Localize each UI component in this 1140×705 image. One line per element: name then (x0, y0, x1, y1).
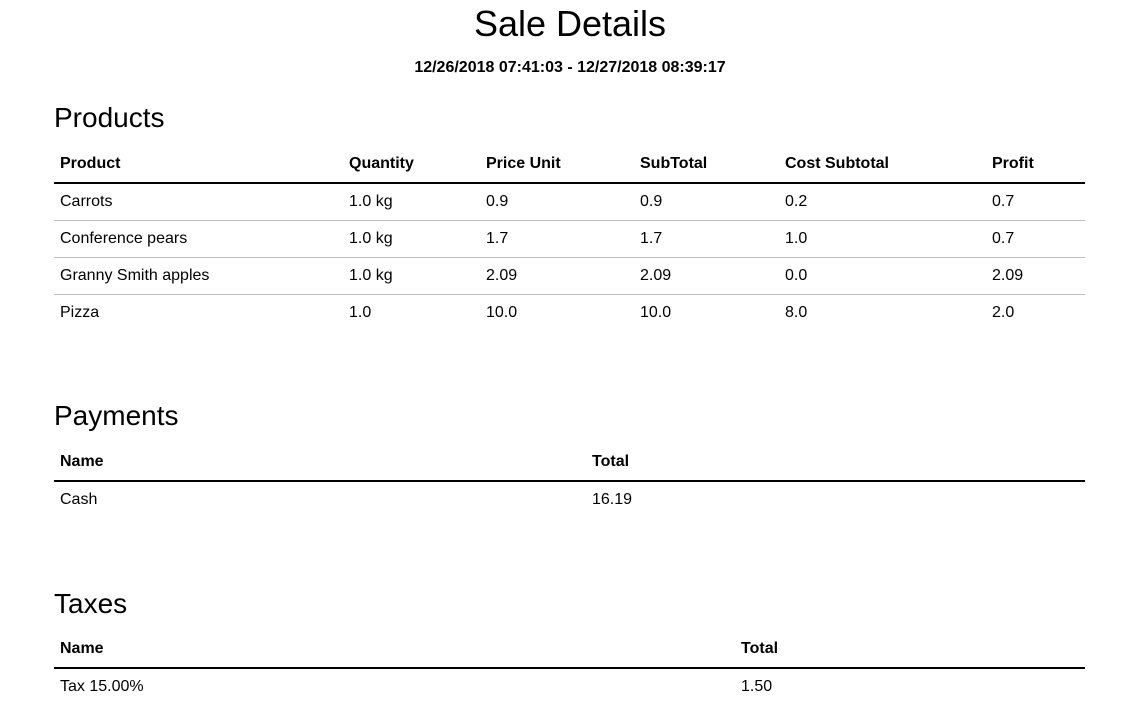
table-header-row: Product Quantity Price Unit SubTotal Cos… (54, 146, 1085, 184)
column-header-price-unit: Price Unit (480, 146, 634, 184)
tax-total-cell: 1.50 (741, 678, 773, 695)
product-name-cell: Pizza (60, 304, 100, 321)
subtotal-cell: 2.09 (634, 257, 779, 295)
column-header-profit: Profit (986, 146, 1085, 184)
quantity-cell: 1.0 (349, 304, 372, 321)
cost-subtotal-cell: 0.2 (779, 183, 986, 221)
column-header-name: Name (54, 444, 586, 482)
subtotal-cell: 1.7 (634, 220, 779, 258)
taxes-table: Name Total Tax 15.00% 1.50 (54, 631, 1085, 705)
cost-subtotal-cell: 1.0 (779, 220, 986, 258)
cost-subtotal-cell: 8.0 (785, 304, 808, 321)
table-row: Conference pears 1.0 kg 1.7 1.7 1.0 0.7 (54, 220, 1085, 258)
column-header-name: Name (54, 631, 735, 669)
profit-cell: 0.7 (986, 220, 1085, 258)
quantity-cell: 1.0 kg (343, 183, 480, 221)
payment-total-cell: 16.19 (592, 491, 633, 508)
price-unit-cell: 2.09 (480, 257, 634, 295)
price-unit-cell: 10.0 (486, 304, 518, 321)
product-name-cell: Granny Smith apples (54, 257, 343, 295)
table-row: Pizza 1.0 10.0 10.0 8.0 2.0 (54, 295, 1085, 332)
products-table: Product Quantity Price Unit SubTotal Cos… (54, 146, 1085, 331)
column-header-product: Product (54, 146, 343, 184)
table-row: Granny Smith apples 1.0 kg 2.09 2.09 0.0… (54, 257, 1085, 295)
profit-cell: 0.7 (986, 183, 1085, 221)
products-heading: Products (54, 102, 165, 133)
tax-name-cell: Tax 15.00% (60, 678, 144, 695)
table-header-row: Name Total (54, 444, 1085, 482)
page-title: Sale Details (473, 3, 667, 44)
column-header-total: Total (735, 631, 1085, 669)
quantity-cell: 1.0 kg (343, 220, 480, 258)
date-range: 12/26/2018 07:41:03 - 12/27/2018 08:39:1… (414, 59, 726, 76)
product-name-cell: Conference pears (54, 220, 343, 258)
subtotal-cell: 10.0 (640, 304, 672, 321)
payments-heading: Payments (54, 400, 179, 431)
product-name-cell: Carrots (54, 183, 343, 221)
table-header-row: Name Total (54, 631, 1085, 669)
quantity-cell: 1.0 kg (343, 257, 480, 295)
profit-cell: 2.09 (986, 257, 1085, 295)
price-unit-cell: 0.9 (480, 183, 634, 221)
sale-details-report: Sale Details 12/26/2018 07:41:03 - 12/27… (54, 3, 1085, 695)
table-row: Cash 16.19 (54, 481, 1085, 518)
column-header-quantity: Quantity (343, 146, 480, 184)
price-unit-cell: 1.7 (480, 220, 634, 258)
table-row: Tax 15.00% 1.50 (54, 668, 1085, 705)
payment-name-cell: Cash (60, 491, 98, 508)
subtotal-cell: 0.9 (634, 183, 779, 221)
table-row: Carrots 1.0 kg 0.9 0.9 0.2 0.7 (54, 183, 1085, 221)
profit-cell: 2.0 (992, 304, 1015, 321)
cost-subtotal-cell: 0.0 (779, 257, 986, 295)
column-header-cost-subtotal: Cost Subtotal (779, 146, 986, 184)
column-header-subtotal: SubTotal (634, 146, 779, 184)
taxes-heading: Taxes (54, 588, 128, 619)
payments-table: Name Total Cash 16.19 (54, 444, 1085, 518)
column-header-total: Total (586, 444, 1085, 482)
